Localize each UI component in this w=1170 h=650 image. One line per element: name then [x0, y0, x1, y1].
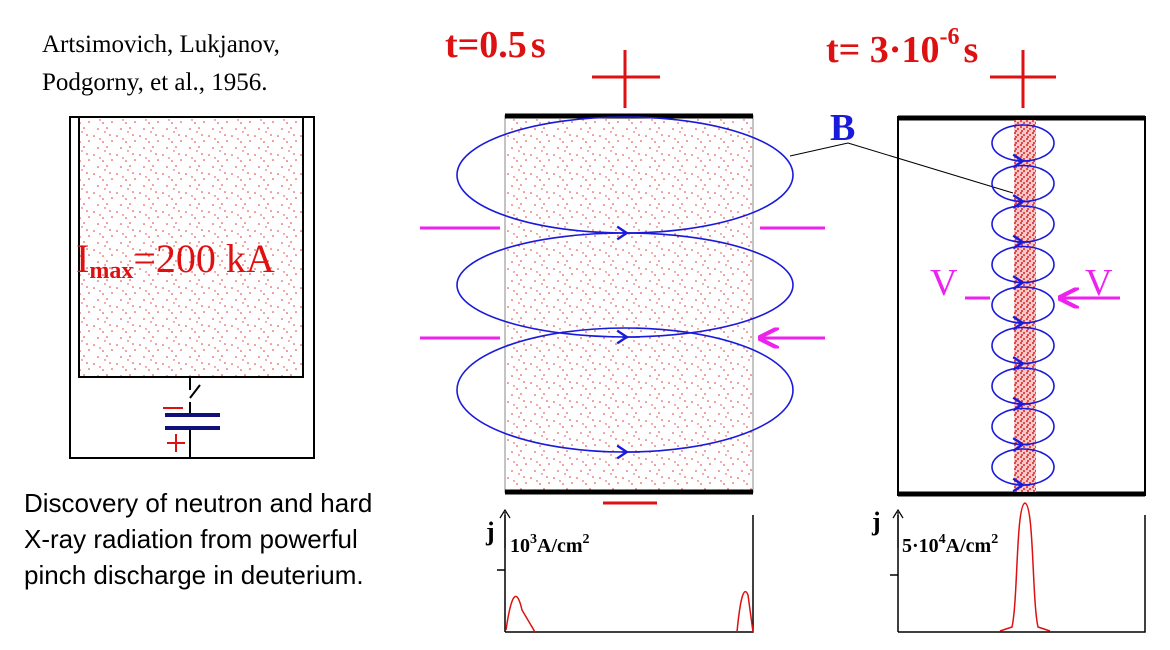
time-unit: s: [531, 24, 546, 66]
current-symbol: I: [76, 236, 89, 281]
time-exponent: -6: [939, 24, 959, 50]
pinch-chamber: [897, 50, 1146, 497]
time-label: t= 3·10-6 s: [826, 24, 978, 71]
velocity-label: V: [1085, 262, 1113, 304]
scale-base: 10: [510, 535, 530, 557]
field-label: B: [830, 107, 855, 149]
current-value: =200 kA: [133, 236, 275, 281]
circuit: [69, 116, 315, 459]
scale-unit-exponent: 2: [991, 532, 998, 547]
caption-line: Discovery of neutron and hard: [24, 488, 372, 518]
scale-label: 5·104A/cm2: [902, 532, 998, 557]
velocity-label: V: [930, 262, 958, 304]
axis-label: j: [485, 517, 495, 546]
citation-line: Artsimovich, Lukjanov,: [42, 31, 280, 58]
field-pointer: [789, 142, 1014, 194]
time-unit: s: [963, 29, 978, 71]
time-value: t= 3·10: [826, 29, 939, 71]
scale-exponent: 3: [530, 532, 537, 547]
caption-line: X-ray radiation from powerful: [24, 524, 358, 554]
caption-line: pinch discharge in deuterium.: [24, 560, 364, 590]
scale-label: 103A/cm2: [510, 532, 590, 557]
current-label: Imax=200 kA: [76, 236, 275, 284]
axis-label: j: [871, 507, 881, 536]
scale-base: 5·10: [902, 535, 939, 557]
time-label: t=0.5 s: [445, 24, 546, 66]
time-value: t=0.5: [445, 24, 527, 66]
current-subscript: max: [89, 258, 133, 284]
scale-unit-exponent: 2: [583, 532, 590, 547]
early-chamber: [420, 50, 825, 505]
scale-unit: A/cm: [946, 535, 992, 557]
scale-exponent: 4: [939, 532, 946, 547]
citation-line: Podgorny, et al., 1956.: [42, 69, 267, 96]
current-profile-pinch: [890, 502, 1146, 633]
current-profile-early: [497, 508, 754, 633]
scale-unit: A/cm: [537, 535, 583, 557]
